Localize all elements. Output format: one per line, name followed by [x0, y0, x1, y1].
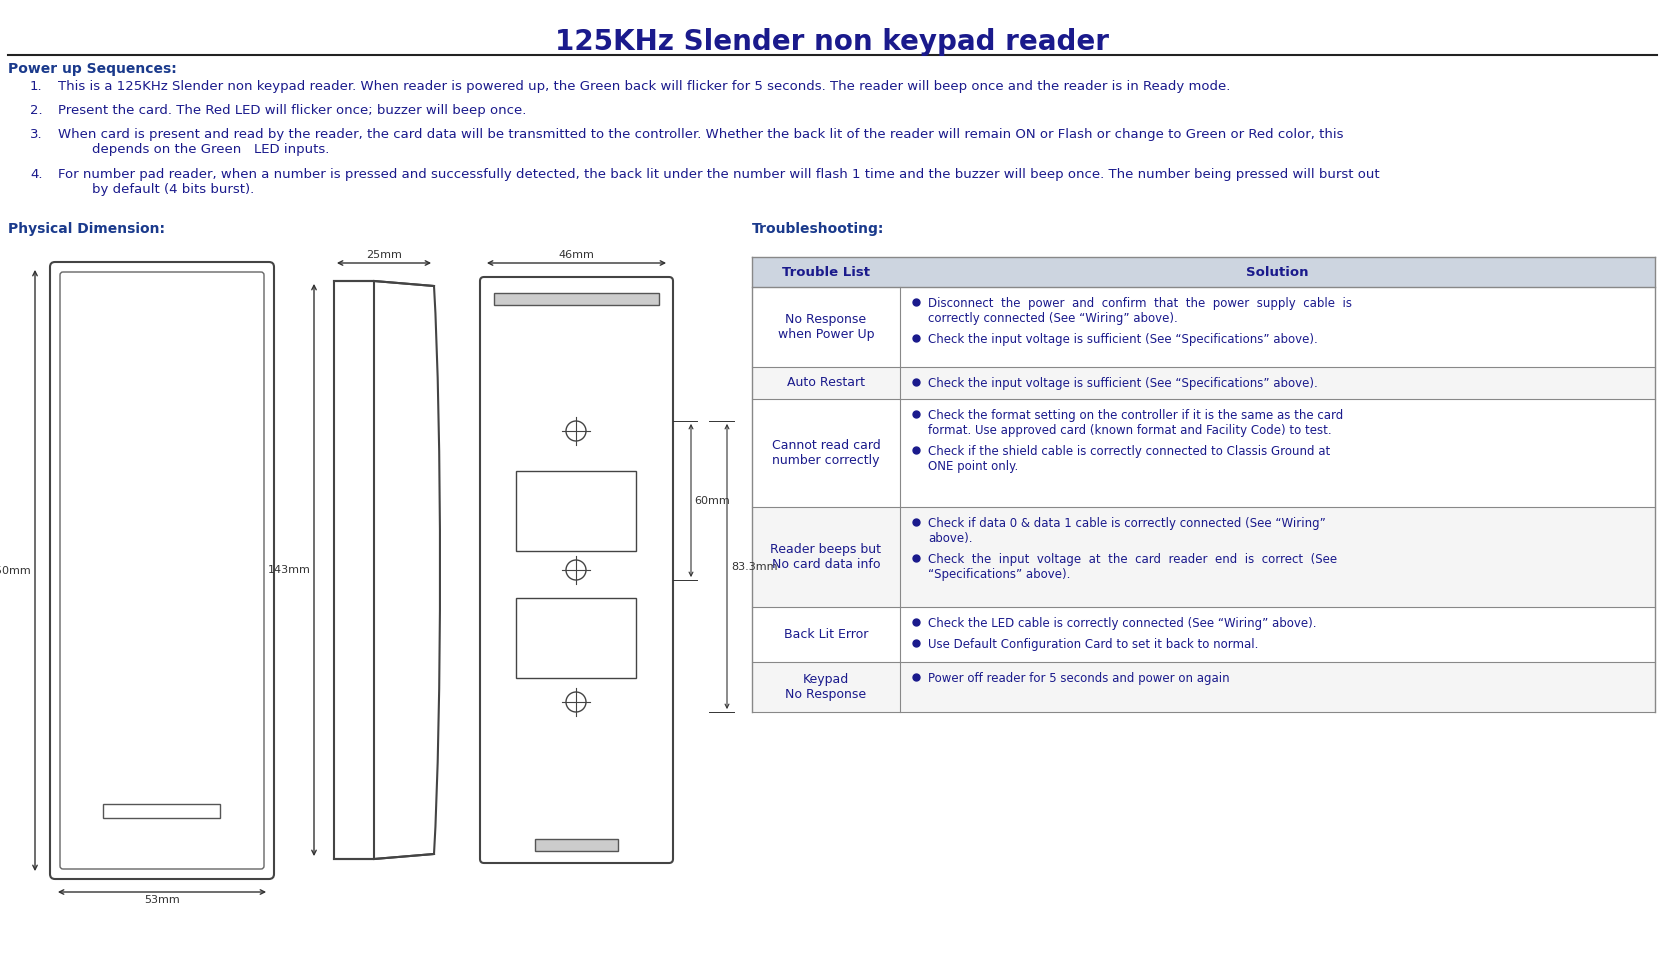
Text: 60mm: 60mm: [694, 496, 729, 505]
Text: Check the LED cable is correctly connected (See “Wiring” above).: Check the LED cable is correctly connect…: [927, 617, 1316, 630]
Text: Reader beeps but
No card data info: Reader beeps but No card data info: [770, 543, 880, 571]
Text: 83.3mm: 83.3mm: [730, 562, 777, 571]
Text: Keypad
No Response: Keypad No Response: [785, 673, 865, 701]
Text: Auto Restart: Auto Restart: [787, 376, 865, 389]
Bar: [334, 281, 374, 859]
Text: Physical Dimension:: Physical Dimension:: [8, 222, 165, 236]
Text: Check if the shield cable is correctly connected to Classis Ground at
ONE point : Check if the shield cable is correctly c…: [927, 445, 1330, 473]
Text: 125KHz Slender non keypad reader: 125KHz Slender non keypad reader: [556, 28, 1108, 56]
Text: Check the input voltage is sufficient (See “Specifications” above).: Check the input voltage is sufficient (S…: [927, 333, 1316, 346]
Text: Cannot read card
number correctly: Cannot read card number correctly: [770, 439, 880, 467]
Bar: [752, 257, 1654, 287]
Bar: [516, 471, 636, 551]
Text: Check the format setting on the controller if it is the same as the card
format.: Check the format setting on the controll…: [927, 409, 1343, 437]
Text: 2.: 2.: [30, 104, 43, 117]
Bar: [752, 287, 1654, 367]
Text: When card is present and read by the reader, the card data will be transmitted t: When card is present and read by the rea…: [58, 128, 1343, 156]
Text: 25mm: 25mm: [366, 250, 401, 260]
FancyBboxPatch shape: [60, 272, 265, 869]
Text: Power off reader for 5 seconds and power on again: Power off reader for 5 seconds and power…: [927, 672, 1230, 685]
Bar: [534, 839, 617, 851]
Text: 4.: 4.: [30, 168, 43, 181]
Text: Check  the  input  voltage  at  the  card  reader  end  is  correct  (See
“Speci: Check the input voltage at the card read…: [927, 553, 1336, 581]
Bar: [494, 293, 659, 305]
Bar: [103, 804, 220, 818]
Text: This is a 125KHz Slender non keypad reader. When reader is powered up, the Green: This is a 125KHz Slender non keypad read…: [58, 80, 1230, 93]
Bar: [752, 507, 1654, 607]
Text: 46mm: 46mm: [557, 250, 594, 260]
Text: Trouble List: Trouble List: [782, 265, 870, 278]
Text: 53mm: 53mm: [145, 895, 180, 905]
Text: Present the card. The Red LED will flicker once; buzzer will beep once.: Present the card. The Red LED will flick…: [58, 104, 526, 117]
Text: Use Default Configuration Card to set it back to normal.: Use Default Configuration Card to set it…: [927, 638, 1258, 651]
Text: For number pad reader, when a number is pressed and successfully detected, the b: For number pad reader, when a number is …: [58, 168, 1379, 196]
FancyBboxPatch shape: [50, 262, 275, 879]
Text: No Response
when Power Up: No Response when Power Up: [777, 313, 874, 341]
Bar: [516, 598, 636, 678]
FancyBboxPatch shape: [479, 277, 672, 863]
Bar: [752, 662, 1654, 712]
Text: 150mm: 150mm: [0, 566, 32, 575]
Text: Back Lit Error: Back Lit Error: [784, 628, 867, 641]
Text: Disconnect  the  power  and  confirm  that  the  power  supply  cable  is
correc: Disconnect the power and confirm that th…: [927, 297, 1351, 325]
Text: Power up Sequences:: Power up Sequences:: [8, 62, 176, 76]
Text: Troubleshooting:: Troubleshooting:: [752, 222, 884, 236]
Bar: [752, 607, 1654, 662]
Text: Solution: Solution: [1245, 265, 1308, 278]
Text: Check if data 0 & data 1 cable is correctly connected (See “Wiring”
above).: Check if data 0 & data 1 cable is correc…: [927, 517, 1325, 545]
Text: 1.: 1.: [30, 80, 43, 93]
Text: 143mm: 143mm: [268, 565, 311, 575]
Bar: [752, 399, 1654, 507]
Bar: [752, 367, 1654, 399]
Text: Check the input voltage is sufficient (See “Specifications” above).: Check the input voltage is sufficient (S…: [927, 377, 1316, 390]
Text: 3.: 3.: [30, 128, 43, 141]
